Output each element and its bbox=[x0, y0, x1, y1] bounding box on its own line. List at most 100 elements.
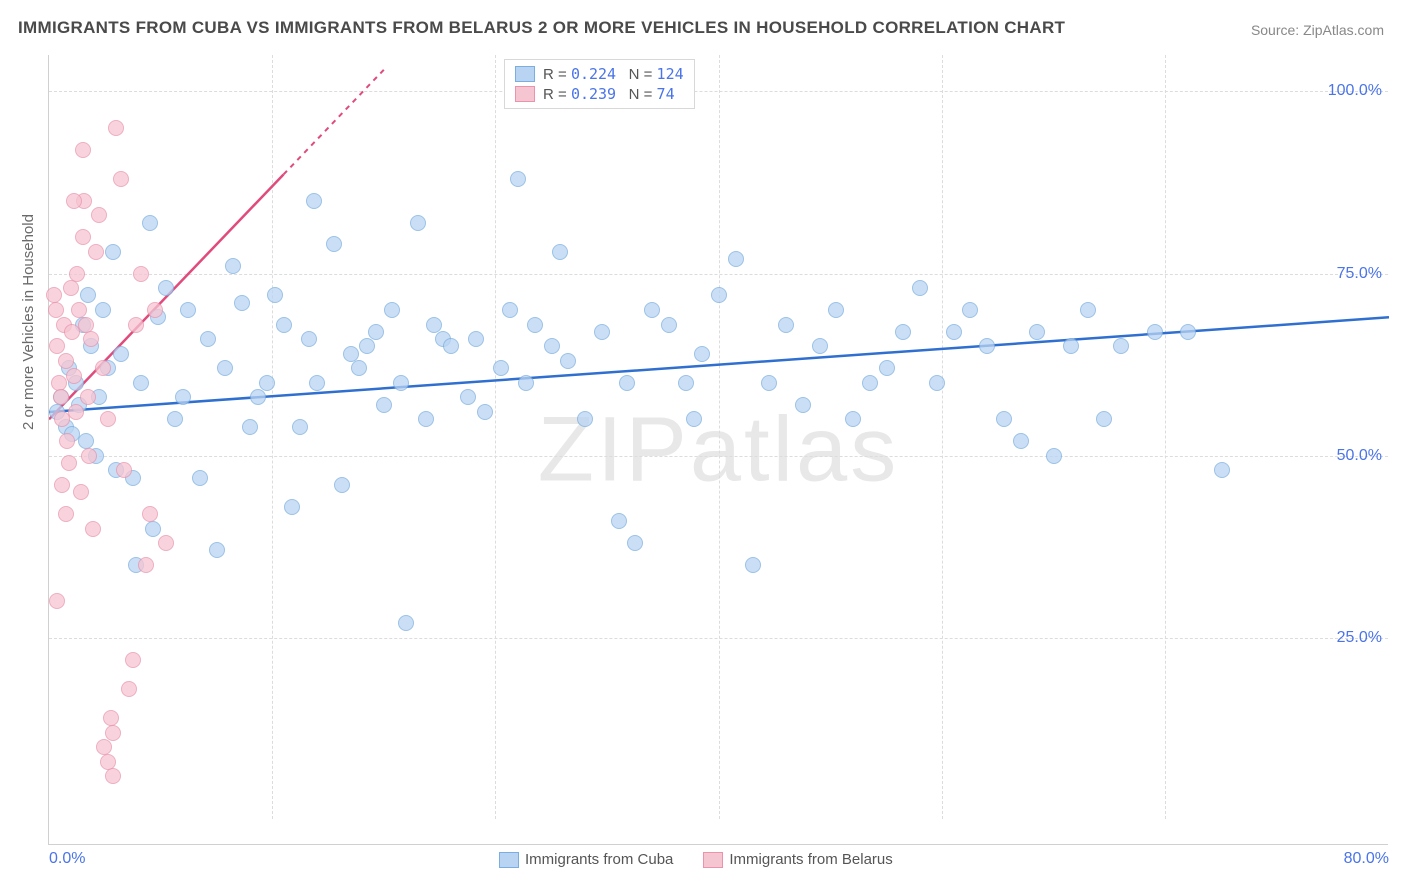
data-point bbox=[75, 142, 91, 158]
x-tick-label: 80.0% bbox=[1344, 850, 1389, 868]
data-point bbox=[426, 317, 442, 333]
data-point bbox=[108, 120, 124, 136]
data-point bbox=[54, 477, 70, 493]
data-point bbox=[418, 411, 434, 427]
data-point bbox=[167, 411, 183, 427]
data-point bbox=[502, 302, 518, 318]
gridline-v bbox=[719, 55, 720, 819]
data-point bbox=[217, 360, 233, 376]
data-point bbox=[209, 542, 225, 558]
data-point bbox=[694, 346, 710, 362]
data-point bbox=[61, 455, 77, 471]
legend-series: Immigrants from Cuba Immigrants from Bela… bbox=[499, 851, 893, 868]
data-point bbox=[53, 389, 69, 405]
data-point bbox=[100, 754, 116, 770]
data-point bbox=[728, 251, 744, 267]
legend-label: Immigrants from Belarus bbox=[729, 851, 892, 868]
chart-title: IMMIGRANTS FROM CUBA VS IMMIGRANTS FROM … bbox=[18, 18, 1065, 38]
y-tick-label: 50.0% bbox=[1337, 447, 1382, 465]
data-point bbox=[66, 193, 82, 209]
data-point bbox=[828, 302, 844, 318]
data-point bbox=[686, 411, 702, 427]
legend-series-item: Immigrants from Belarus bbox=[703, 851, 892, 868]
data-point bbox=[267, 287, 283, 303]
legend-stats-row: R = 0.239 N = 74 bbox=[515, 85, 684, 103]
data-point bbox=[1147, 324, 1163, 340]
data-point bbox=[58, 353, 74, 369]
y-tick-label: 25.0% bbox=[1337, 629, 1382, 647]
data-point bbox=[75, 229, 91, 245]
gridline-v bbox=[1165, 55, 1166, 819]
data-point bbox=[306, 193, 322, 209]
data-point bbox=[133, 266, 149, 282]
data-point bbox=[326, 236, 342, 252]
data-point bbox=[73, 484, 89, 500]
data-point bbox=[410, 215, 426, 231]
legend-swatch bbox=[515, 86, 535, 102]
source-prefix: Source: bbox=[1251, 22, 1303, 38]
data-point bbox=[234, 295, 250, 311]
data-point bbox=[518, 375, 534, 391]
data-point bbox=[460, 389, 476, 405]
y-tick-label: 75.0% bbox=[1337, 265, 1382, 283]
data-point bbox=[116, 462, 132, 478]
data-point bbox=[1046, 448, 1062, 464]
legend-swatch bbox=[515, 66, 535, 82]
data-point bbox=[85, 521, 101, 537]
data-point bbox=[105, 768, 121, 784]
data-point bbox=[1214, 462, 1230, 478]
data-point bbox=[142, 215, 158, 231]
data-point bbox=[594, 324, 610, 340]
data-point bbox=[59, 433, 75, 449]
data-point bbox=[996, 411, 1012, 427]
data-point bbox=[761, 375, 777, 391]
data-point bbox=[276, 317, 292, 333]
data-point bbox=[158, 535, 174, 551]
data-point bbox=[105, 725, 121, 741]
data-point bbox=[83, 331, 99, 347]
data-point bbox=[552, 244, 568, 260]
data-point bbox=[795, 397, 811, 413]
data-point bbox=[368, 324, 384, 340]
data-point bbox=[96, 739, 112, 755]
data-point bbox=[158, 280, 174, 296]
data-point bbox=[443, 338, 459, 354]
data-point bbox=[225, 258, 241, 274]
data-point bbox=[812, 338, 828, 354]
data-point bbox=[100, 411, 116, 427]
legend-swatch bbox=[703, 852, 723, 868]
data-point bbox=[962, 302, 978, 318]
data-point bbox=[51, 375, 67, 391]
data-point bbox=[493, 360, 509, 376]
data-point bbox=[113, 171, 129, 187]
data-point bbox=[611, 513, 627, 529]
data-point bbox=[398, 615, 414, 631]
data-point bbox=[619, 375, 635, 391]
legend-label: Immigrants from Cuba bbox=[525, 851, 673, 868]
data-point bbox=[78, 433, 94, 449]
data-point bbox=[527, 317, 543, 333]
data-point bbox=[66, 368, 82, 384]
data-point bbox=[113, 346, 129, 362]
data-point bbox=[309, 375, 325, 391]
data-point bbox=[49, 338, 65, 354]
y-axis-label: 2 or more Vehicles in Household bbox=[20, 214, 37, 430]
data-point bbox=[125, 652, 141, 668]
data-point bbox=[661, 317, 677, 333]
data-point bbox=[644, 302, 660, 318]
data-point bbox=[1113, 338, 1129, 354]
data-point bbox=[192, 470, 208, 486]
gridline-v bbox=[495, 55, 496, 819]
data-point bbox=[48, 302, 64, 318]
legend-stats: R = 0.224 N = 124R = 0.239 N = 74 bbox=[504, 59, 695, 109]
data-point bbox=[180, 302, 196, 318]
data-point bbox=[200, 331, 216, 347]
data-point bbox=[343, 346, 359, 362]
data-point bbox=[351, 360, 367, 376]
y-tick-label: 100.0% bbox=[1328, 82, 1382, 100]
data-point bbox=[292, 419, 308, 435]
data-point bbox=[627, 535, 643, 551]
data-point bbox=[577, 411, 593, 427]
data-point bbox=[544, 338, 560, 354]
data-point bbox=[1180, 324, 1196, 340]
